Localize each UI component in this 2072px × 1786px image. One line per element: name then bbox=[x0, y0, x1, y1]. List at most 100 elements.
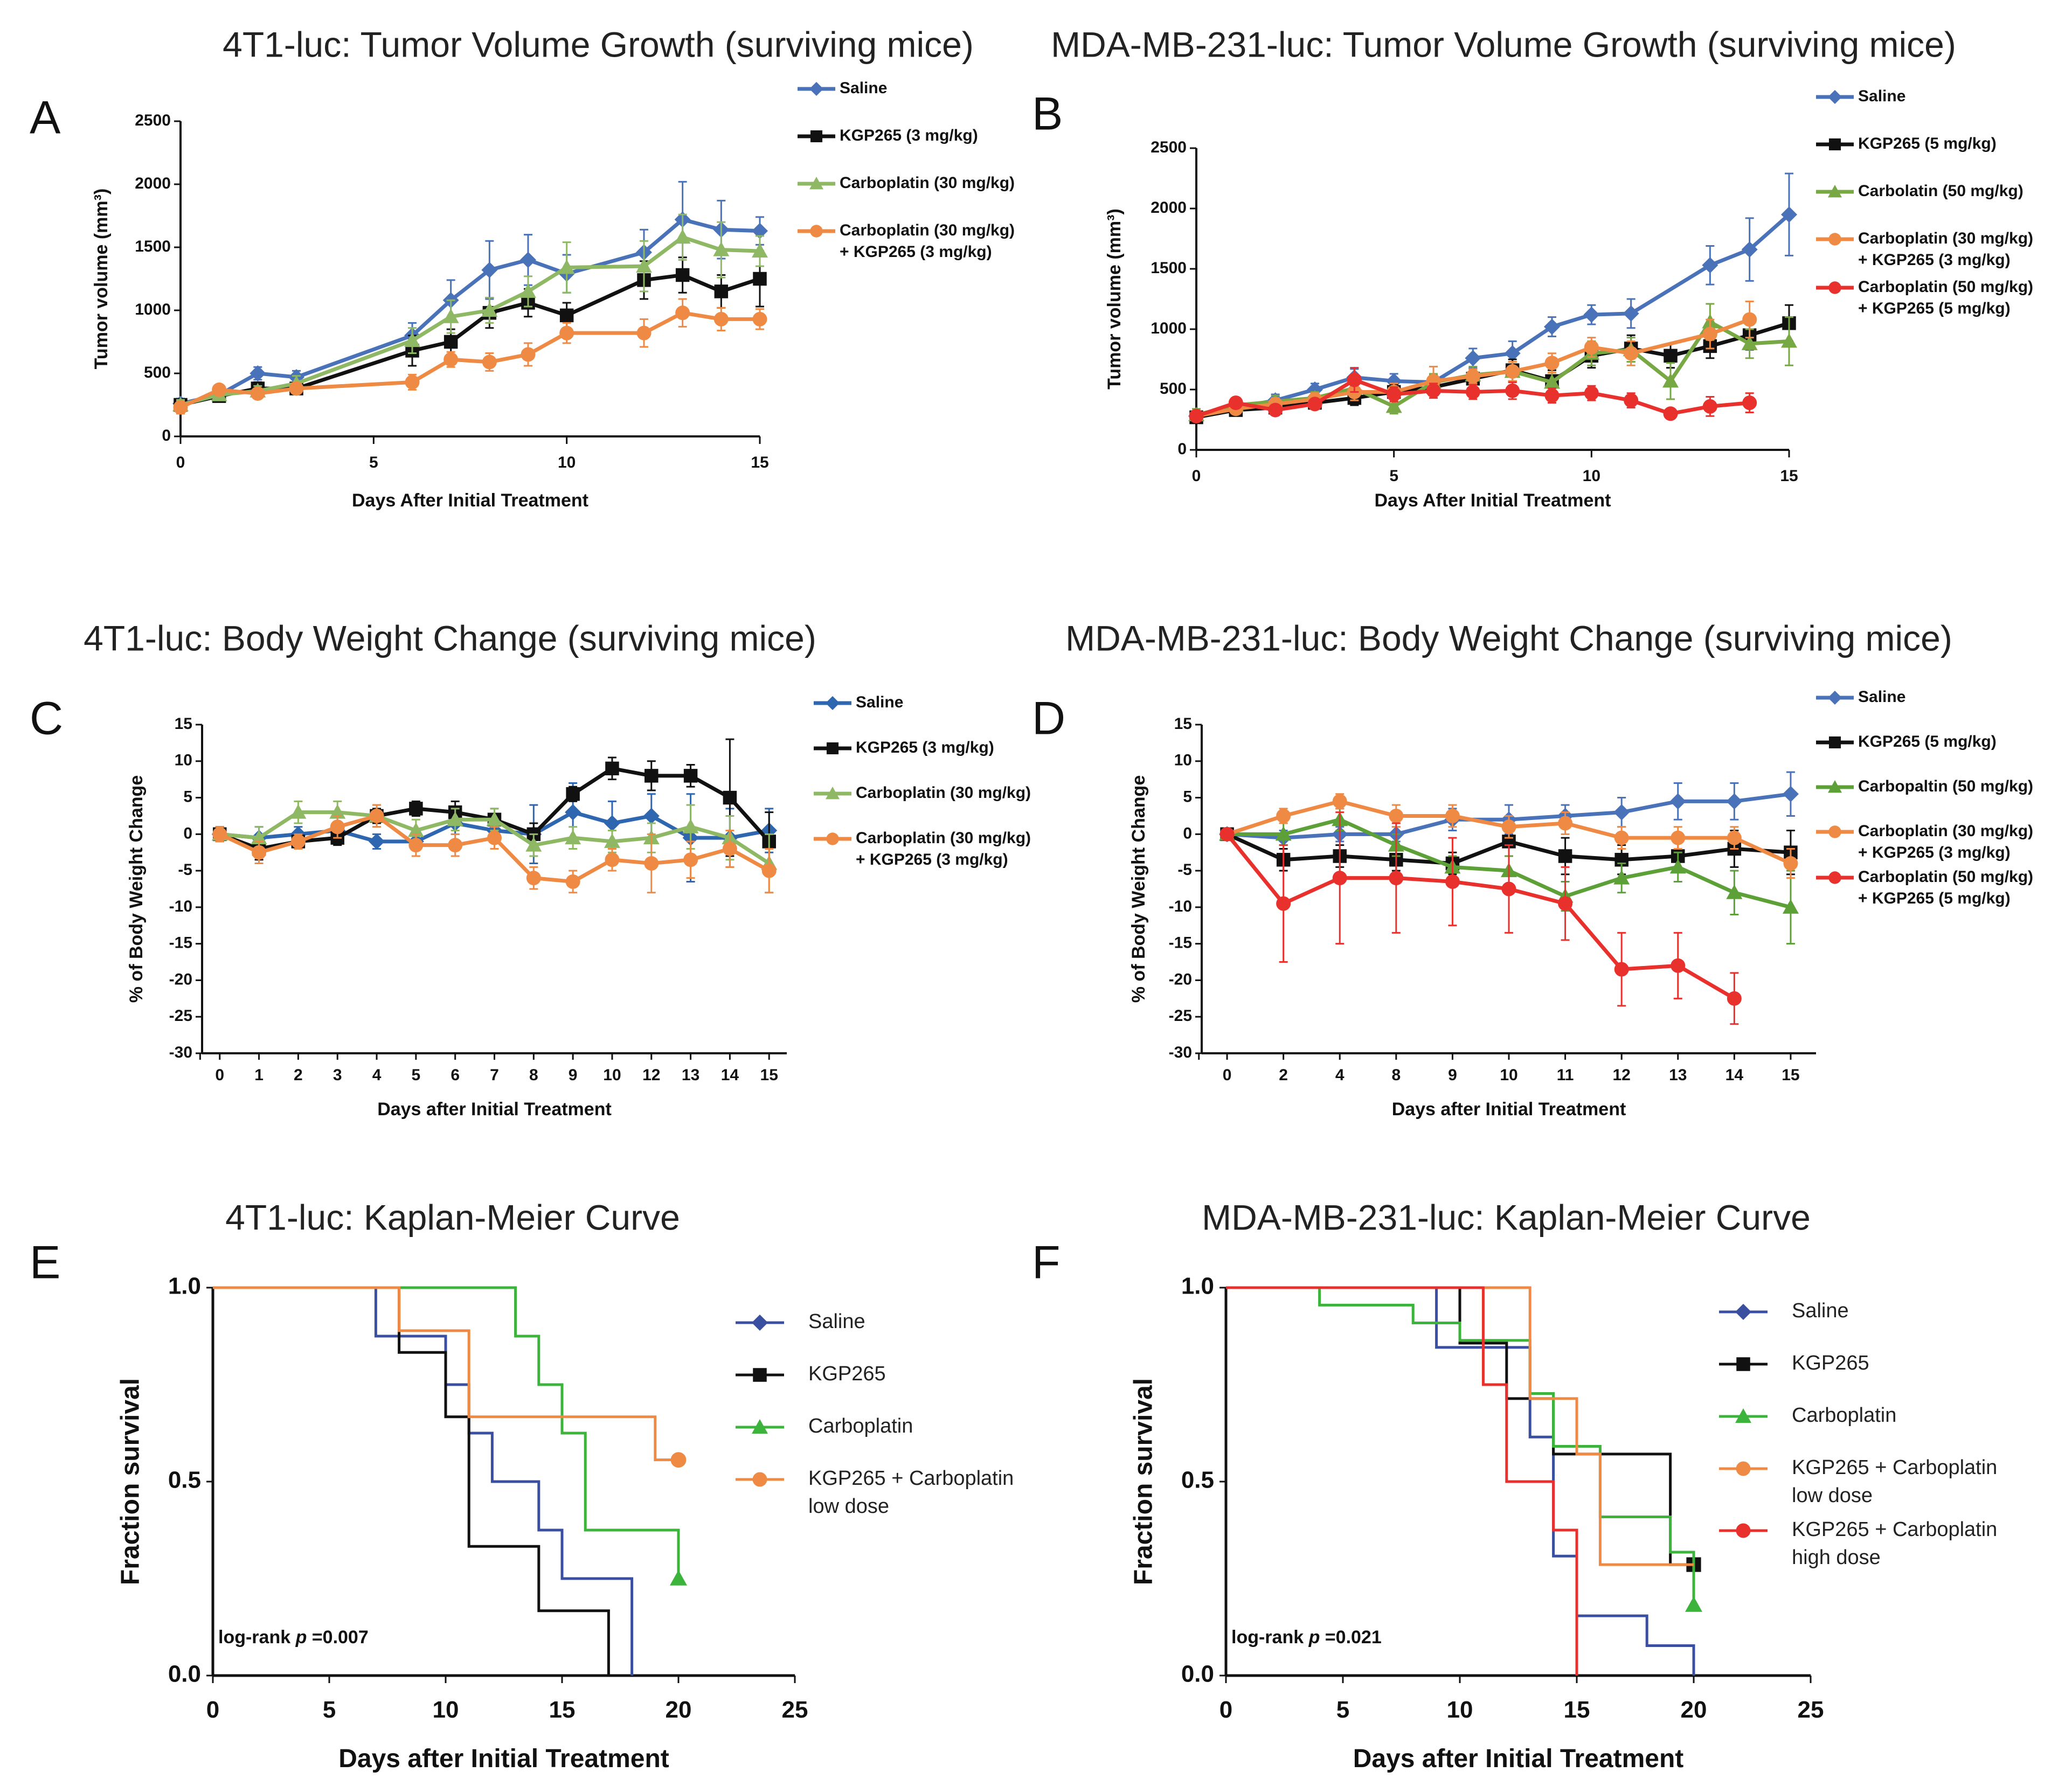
data-point bbox=[675, 268, 690, 282]
y-tick-label: 500 bbox=[144, 364, 171, 381]
y-tick-label: 0.5 bbox=[1181, 1467, 1214, 1493]
y-tick-label: 15 bbox=[1174, 715, 1192, 733]
data-point bbox=[369, 833, 385, 850]
series-2 bbox=[1226, 1286, 1702, 1612]
y-tick-label: -20 bbox=[1169, 970, 1192, 988]
data-point bbox=[1726, 884, 1743, 899]
annotation-prefix: log-rank bbox=[218, 1627, 296, 1648]
x-tick-label: 15 bbox=[1564, 1697, 1590, 1723]
x-tick-label: 10 bbox=[1447, 1697, 1473, 1723]
data-point bbox=[1741, 241, 1758, 258]
legend-label: KGP265 (5 mg/kg) bbox=[1858, 135, 1997, 152]
chart-title: 4T1-luc: Kaplan-Meier Curve bbox=[225, 1197, 680, 1237]
y-tick-label: 2000 bbox=[135, 175, 171, 192]
data-point bbox=[1624, 393, 1639, 408]
data-point bbox=[753, 272, 767, 286]
legend-swatch-marker bbox=[826, 696, 840, 710]
x-tick-label: 5 bbox=[369, 454, 378, 471]
data-point bbox=[1671, 830, 1686, 845]
chart-title: 4T1-luc: Tumor Volume Growth (surviving … bbox=[223, 24, 974, 64]
data-point bbox=[448, 838, 463, 853]
x-tick-label: 4 bbox=[1335, 1066, 1345, 1084]
series-0 bbox=[213, 1286, 634, 1676]
x-tick-label: 15 bbox=[1782, 1066, 1799, 1084]
legend-label: Carboplatin (30 mg/kg) bbox=[840, 174, 1015, 192]
legend-label: KGP265 (3 mg/kg) bbox=[840, 127, 978, 144]
data-point bbox=[1189, 408, 1204, 423]
series-0 bbox=[1226, 1286, 1695, 1676]
data-point bbox=[1544, 374, 1560, 389]
y-axis-label: Fraction survival bbox=[1129, 1378, 1158, 1585]
legend-label: Saline bbox=[856, 693, 903, 711]
legend-item: Carboplatin (50 mg/kg) + KGP265 (5 mg/kg) bbox=[1816, 868, 2033, 907]
legend-swatch-marker bbox=[810, 225, 823, 238]
x-tick-label: 20 bbox=[1681, 1697, 1707, 1723]
legend-label: KGP265 (3 mg/kg) bbox=[856, 739, 994, 756]
data-point bbox=[369, 808, 384, 823]
legend-item: Carboplatin (30 mg/kg) + KGP265 (3 mg/kg) bbox=[798, 221, 1015, 261]
legend-swatch-marker bbox=[1736, 1461, 1751, 1476]
series-0 bbox=[1188, 172, 1797, 425]
legend-label: KGP265 (5 mg/kg) bbox=[1858, 733, 1997, 750]
survival-end-marker bbox=[670, 1452, 687, 1468]
data-point bbox=[1275, 826, 1292, 841]
annotation-prefix: log-rank bbox=[1231, 1627, 1309, 1648]
data-point bbox=[1228, 395, 1243, 411]
series-line bbox=[1196, 213, 1791, 418]
data-point bbox=[1782, 786, 1799, 802]
data-point bbox=[761, 863, 777, 878]
data-point bbox=[559, 308, 574, 323]
data-point bbox=[1426, 383, 1441, 398]
data-point bbox=[714, 284, 729, 298]
legend-item: KGP265 (5 mg/kg) bbox=[1816, 135, 1997, 152]
legend-swatch-marker bbox=[1828, 281, 1841, 294]
legend-label: low dose bbox=[1792, 1484, 1873, 1507]
data-point bbox=[1558, 816, 1573, 831]
data-point bbox=[682, 818, 699, 833]
legend-label: + KGP265 (3 mg/kg) bbox=[856, 851, 1008, 868]
data-point bbox=[752, 311, 767, 326]
y-tick-label: -30 bbox=[169, 1044, 192, 1061]
legend-swatch-marker bbox=[1735, 1304, 1751, 1320]
x-tick-label: 7 bbox=[490, 1066, 499, 1084]
data-point bbox=[1389, 808, 1404, 823]
data-point bbox=[1782, 899, 1799, 914]
y-tick-label: 5 bbox=[1183, 788, 1192, 805]
survival-curve bbox=[213, 1286, 610, 1676]
x-tick-label: 5 bbox=[1336, 1697, 1349, 1723]
legend-item: Saline bbox=[1719, 1299, 1849, 1322]
data-point bbox=[566, 787, 580, 801]
survival-curve bbox=[1226, 1286, 1695, 1676]
x-tick-label: 0 bbox=[1192, 467, 1201, 485]
data-point bbox=[1741, 335, 1758, 350]
y-tick-label: 500 bbox=[1160, 380, 1187, 398]
data-point bbox=[525, 837, 542, 852]
legend-swatch-marker bbox=[1828, 736, 1841, 749]
legend-swatch-marker bbox=[752, 1419, 768, 1434]
data-point bbox=[1347, 372, 1362, 387]
data-point bbox=[1781, 333, 1797, 348]
data-point bbox=[1669, 859, 1686, 874]
data-point bbox=[636, 325, 652, 340]
logrank-annotation: log-rank p =0.021 bbox=[1231, 1627, 1382, 1648]
x-tick-label: 9 bbox=[1448, 1066, 1457, 1084]
series-4 bbox=[1219, 811, 1742, 1025]
data-point bbox=[1219, 826, 1235, 842]
series-1 bbox=[1226, 1286, 1701, 1572]
data-point bbox=[604, 833, 620, 848]
legend-item: Carboplatin bbox=[1719, 1404, 1896, 1427]
x-tick-label: 3 bbox=[333, 1066, 342, 1084]
data-point bbox=[713, 241, 730, 256]
data-point bbox=[1671, 958, 1686, 973]
y-tick-label: 2000 bbox=[1151, 199, 1187, 217]
x-tick-label: 2 bbox=[294, 1066, 303, 1084]
y-tick-label: 0.5 bbox=[168, 1467, 201, 1493]
data-point bbox=[212, 382, 227, 397]
data-point bbox=[1505, 383, 1520, 398]
data-point bbox=[482, 355, 497, 370]
y-axis-label: Fraction survival bbox=[116, 1378, 145, 1585]
data-point bbox=[408, 838, 424, 853]
chart-title: MDA-MB-231-luc: Kaplan-Meier Curve bbox=[1202, 1197, 1811, 1237]
legend-swatch-marker bbox=[1828, 825, 1841, 838]
